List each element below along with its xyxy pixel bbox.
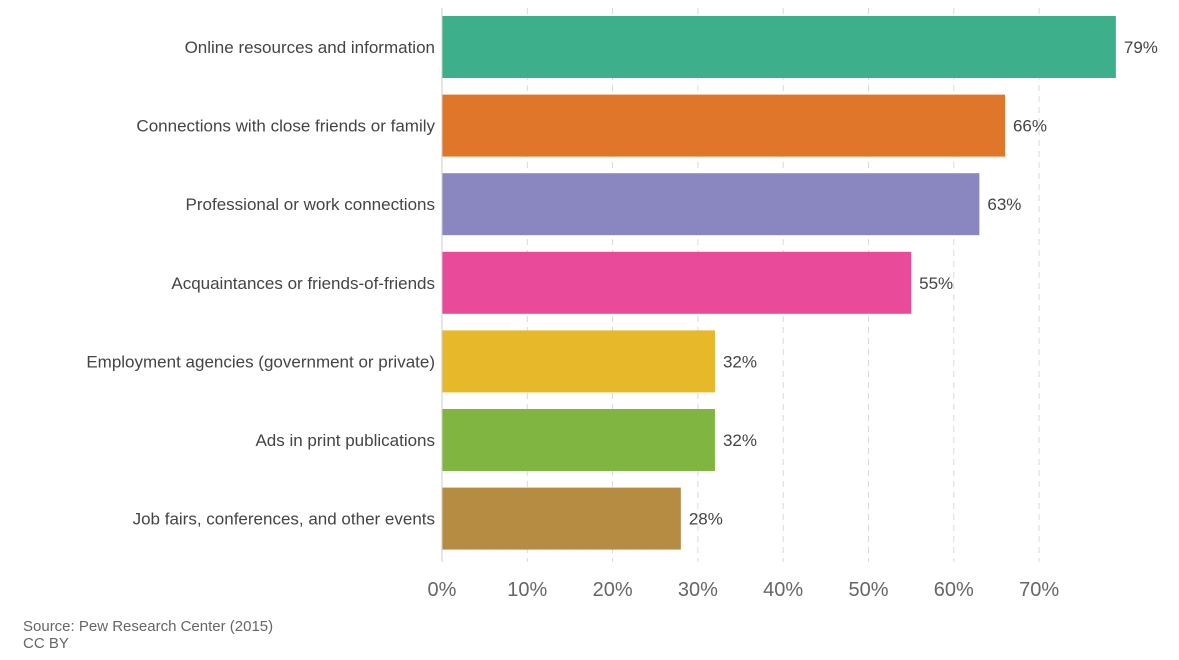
x-tick-label: 70% bbox=[1019, 579, 1059, 601]
bar-chart: Online resources and information Connecti… bbox=[86, 8, 1158, 601]
value-label: 66% bbox=[1013, 117, 1047, 136]
value-label: 28% bbox=[689, 510, 723, 529]
value-label: 55% bbox=[919, 274, 953, 293]
category-labels: Online resources and information Connecti… bbox=[86, 38, 435, 529]
bar bbox=[442, 330, 715, 393]
license-note: CC BY bbox=[23, 635, 69, 652]
bar bbox=[442, 409, 715, 471]
category-label: Employment agencies (government or priva… bbox=[86, 352, 435, 371]
value-label: 32% bbox=[723, 431, 757, 450]
x-tick-label: 10% bbox=[507, 579, 547, 601]
bar bbox=[442, 94, 1005, 157]
value-label: 32% bbox=[723, 352, 757, 371]
value-label: 79% bbox=[1124, 38, 1158, 57]
x-tick-label: 40% bbox=[763, 579, 803, 601]
bar bbox=[442, 173, 980, 236]
value-labels: 79% 66% 63% 55% 32% 32% 28% bbox=[689, 38, 1158, 529]
bar bbox=[442, 16, 1116, 78]
x-tick-label: 60% bbox=[934, 579, 974, 601]
bars bbox=[442, 16, 1116, 550]
x-axis-ticks: 0% 10% 20% 30% 40% 50% 60% 70% bbox=[428, 579, 1060, 601]
source-note: Source: Pew Research Center (2015) bbox=[23, 618, 274, 635]
value-label: 63% bbox=[987, 195, 1021, 214]
x-tick-label: 30% bbox=[678, 579, 718, 601]
category-label: Acquaintances or friends-of-friends bbox=[171, 274, 435, 293]
x-tick-label: 50% bbox=[848, 579, 888, 601]
category-label: Online resources and information bbox=[185, 38, 435, 57]
category-label: Connections with close friends or family bbox=[136, 117, 435, 136]
bar bbox=[442, 251, 912, 314]
category-label: Ads in print publications bbox=[255, 431, 435, 450]
bar bbox=[442, 487, 681, 550]
x-tick-label: 20% bbox=[593, 579, 633, 601]
x-tick-label: 0% bbox=[428, 579, 457, 601]
category-label: Job fairs, conferences, and other events bbox=[133, 510, 435, 529]
category-label: Professional or work connections bbox=[186, 195, 435, 214]
